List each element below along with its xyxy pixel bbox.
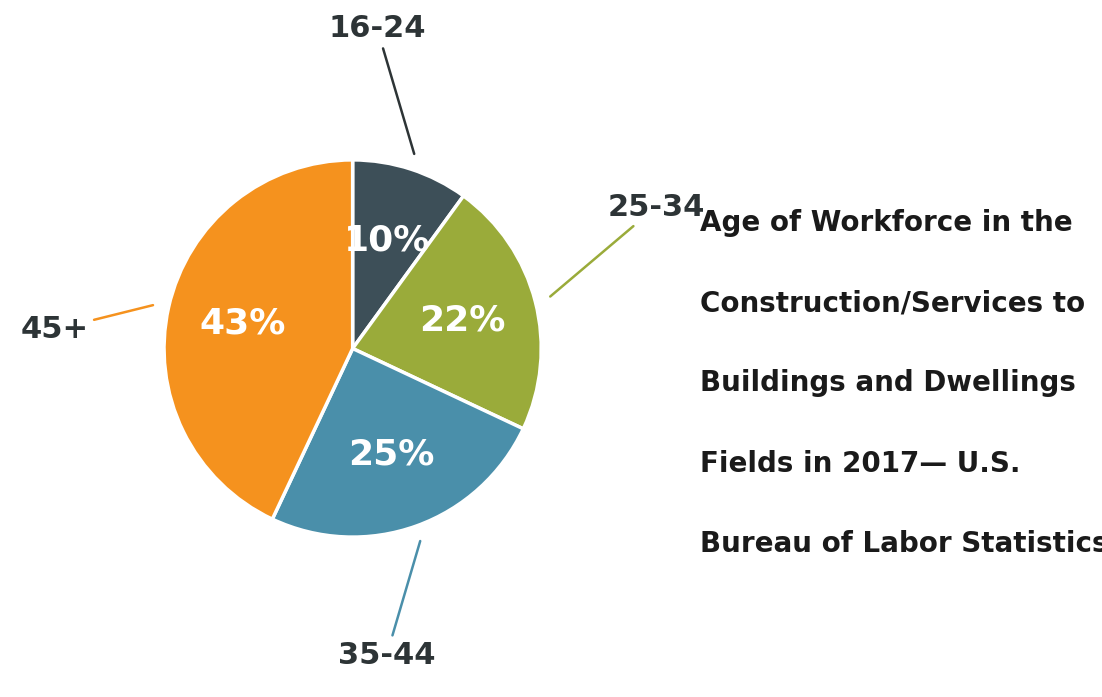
Text: 35-44: 35-44 — [338, 541, 435, 670]
Text: 45+: 45+ — [21, 305, 153, 344]
Text: Buildings and Dwellings: Buildings and Dwellings — [700, 369, 1076, 397]
Text: Bureau of Labor Statistics: Bureau of Labor Statistics — [700, 530, 1102, 558]
Text: Construction/Services to: Construction/Services to — [700, 289, 1084, 317]
Wedge shape — [164, 160, 353, 519]
Text: 25-34: 25-34 — [550, 192, 704, 296]
Wedge shape — [353, 196, 541, 429]
Wedge shape — [272, 348, 523, 537]
Text: 22%: 22% — [419, 303, 506, 337]
Text: 25%: 25% — [348, 438, 434, 472]
Text: Fields in 2017— U.S.: Fields in 2017— U.S. — [700, 450, 1020, 477]
Text: 16-24: 16-24 — [328, 14, 425, 154]
Text: 10%: 10% — [345, 224, 431, 258]
Text: 43%: 43% — [199, 307, 285, 341]
Text: Age of Workforce in the: Age of Workforce in the — [700, 209, 1072, 237]
Wedge shape — [353, 160, 464, 348]
